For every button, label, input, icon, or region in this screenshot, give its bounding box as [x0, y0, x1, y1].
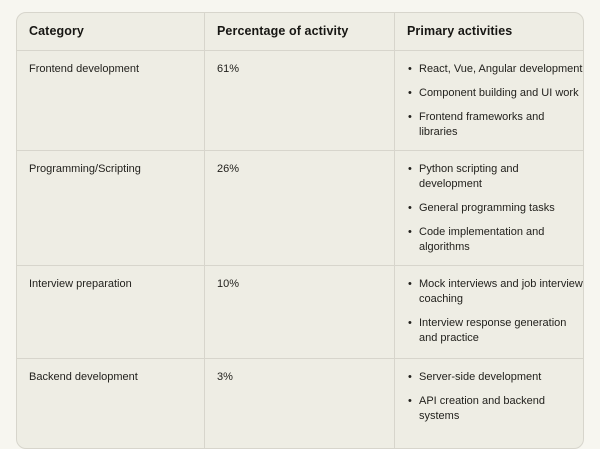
- category-cell: Frontend development: [29, 63, 140, 75]
- activities-list: Python scripting and development General…: [407, 162, 583, 255]
- activity-text: React, Vue, Angular development: [419, 63, 583, 75]
- activity-text: API creation and backend systems: [419, 395, 545, 422]
- bullet-icon: [408, 394, 412, 409]
- table-header-row: Category Percentage of activity Primary …: [17, 13, 583, 50]
- bullet-icon: [408, 86, 412, 101]
- activities-cell: Server-side development API creation and…: [394, 359, 583, 448]
- activity-item: API creation and backend systems: [407, 394, 583, 424]
- activity-item: Server-side development: [407, 370, 583, 385]
- activity-item: Mock interviews and job interview coachi…: [407, 277, 583, 307]
- activities-list: React, Vue, Angular development Componen…: [407, 62, 583, 140]
- bullet-icon: [408, 110, 412, 125]
- bullet-icon: [408, 62, 412, 77]
- bullet-icon: [408, 316, 412, 331]
- activities-cell: React, Vue, Angular development Componen…: [394, 51, 583, 150]
- percentage-cell: 26%: [204, 151, 394, 265]
- category-cell: Interview preparation: [29, 278, 132, 290]
- bullet-icon: [408, 201, 412, 216]
- column-header-percentage: Percentage of activity: [204, 13, 394, 50]
- column-header-activities: Primary activities: [394, 13, 583, 50]
- activity-text: Mock interviews and job interview coachi…: [419, 278, 583, 305]
- activity-text: Interview response generation and practi…: [419, 317, 567, 344]
- category-cell: Programming/Scripting: [29, 163, 141, 175]
- activities-list: Mock interviews and job interview coachi…: [407, 277, 583, 346]
- percentage-cell: 10%: [204, 266, 394, 358]
- table-row-interview-preparation: Interview preparation 10% Mock interview…: [17, 265, 583, 358]
- percentage-cell: 3%: [204, 359, 394, 448]
- activity-item: React, Vue, Angular development: [407, 62, 583, 77]
- activity-item: General programming tasks: [407, 201, 583, 216]
- activity-text: Python scripting and development: [419, 163, 519, 190]
- bullet-icon: [408, 370, 412, 385]
- activity-item: Code implementation and algorithms: [407, 225, 583, 255]
- activity-item: Python scripting and development: [407, 162, 583, 192]
- activity-item: Frontend frameworks and libraries: [407, 110, 583, 140]
- table-row-programming-scripting: Programming/Scripting 26% Python scripti…: [17, 150, 583, 265]
- activities-list: Server-side development API creation and…: [407, 370, 583, 424]
- activity-text: Component building and UI work: [419, 87, 579, 99]
- column-header-category: Category: [29, 24, 84, 38]
- bullet-icon: [408, 162, 412, 177]
- activities-cell: Mock interviews and job interview coachi…: [394, 266, 583, 358]
- activity-breakdown-table: Category Percentage of activity Primary …: [16, 12, 584, 449]
- percentage-cell: 61%: [204, 51, 394, 150]
- activity-text: Server-side development: [419, 371, 542, 383]
- activity-item: Component building and UI work: [407, 86, 583, 101]
- table-row-backend-development: Backend development 3% Server-side devel…: [17, 358, 583, 448]
- activity-text: General programming tasks: [419, 202, 555, 214]
- bullet-icon: [408, 225, 412, 240]
- bullet-icon: [408, 277, 412, 292]
- activities-cell: Python scripting and development General…: [394, 151, 583, 265]
- table-row-frontend-development: Frontend development 61% React, Vue, Ang…: [17, 50, 583, 150]
- activity-item: Interview response generation and practi…: [407, 316, 583, 346]
- activity-text: Frontend frameworks and libraries: [419, 111, 545, 138]
- activity-text: Code implementation and algorithms: [419, 226, 545, 253]
- category-cell: Backend development: [29, 371, 138, 383]
